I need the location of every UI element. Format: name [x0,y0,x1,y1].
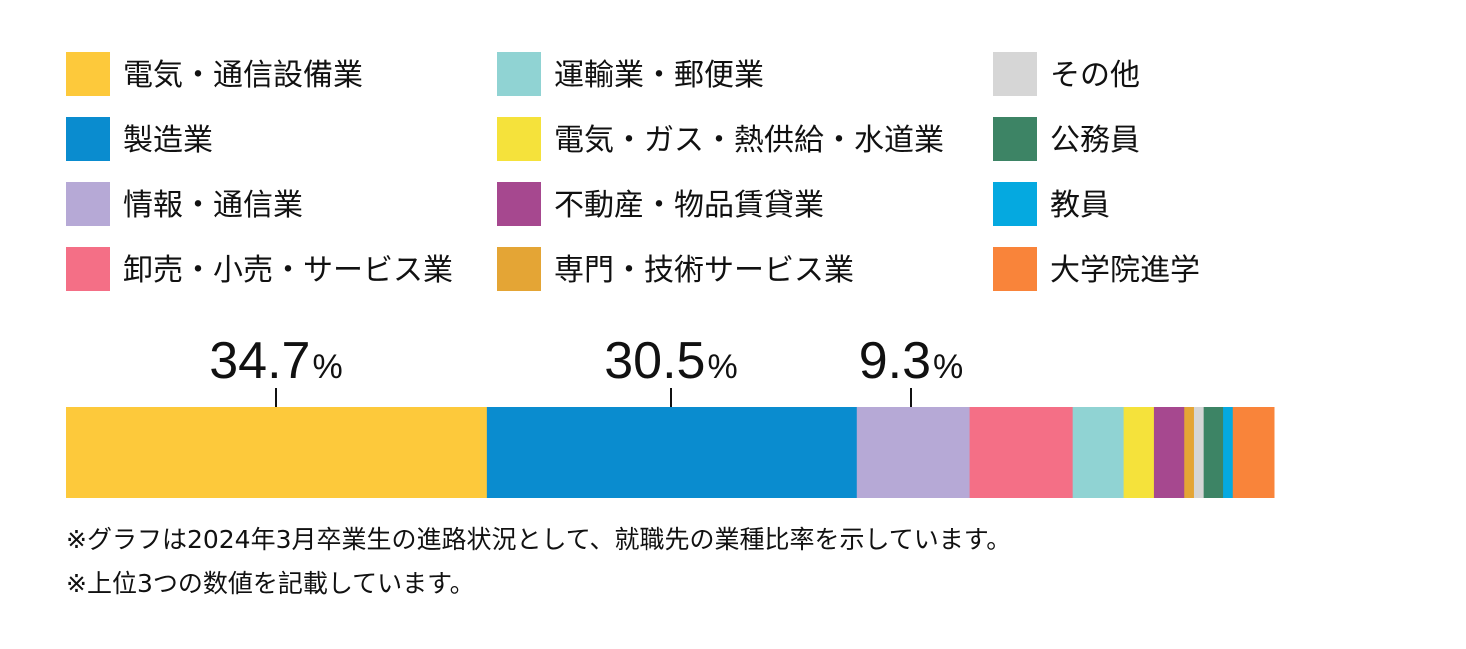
data-label: 30.5% [604,332,738,457]
legend-label: 専門・技術サービス業 [554,253,854,288]
bar-segment [1123,407,1155,498]
legend-swatch [993,52,1037,96]
bar-segment [1223,407,1234,498]
legend-swatch [66,182,110,226]
legend-label: 教員 [1050,188,1110,223]
bar-segment [1203,407,1224,498]
data-label-text: 9.3% [859,332,964,390]
footnote: ※上位3つの数値を記載しています。 [66,569,475,598]
bar-segment [1184,407,1195,498]
legend-label: 運輸業・郵便業 [554,58,764,93]
legend-label: 情報・通信業 [123,188,303,223]
bar-segment [969,407,1074,498]
bar-segment [1153,407,1185,498]
legend-item: 教員 [993,182,1110,226]
callouts: 34.7% 30.5% 9.3% [209,332,963,457]
legend-item: 専門・技術サービス業 [497,247,854,291]
legend-label: 不動産・物品賃貸業 [554,188,824,223]
legend-item: 大学院進学 [993,247,1200,291]
legend-swatch [497,247,541,291]
legend-item: 情報・通信業 [66,182,303,226]
legend-label: 卸売・小売・サービス業 [123,253,453,288]
legend-item: 不動産・物品賃貸業 [497,182,824,226]
legend-item: 公務員 [993,117,1140,161]
legend-swatch [993,117,1037,161]
legend-item: 運輸業・郵便業 [497,52,764,96]
legend-swatch [993,182,1037,226]
legend-item: 卸売・小売・サービス業 [66,247,453,291]
legend-item: 製造業 [66,117,213,161]
legend-swatch [66,117,110,161]
legend-label: 電気・通信設備業 [123,58,363,93]
data-label-value: 9.3 [859,332,931,390]
footnote: ※グラフは2024年3月卒業生の進路状況として、就職先の業種比率を示しています。 [66,525,1012,554]
legend-swatch [497,52,541,96]
data-label-value: 30.5 [604,332,705,390]
data-label-text: 34.7% [209,332,342,390]
legend-label: 電気・ガス・熱供給・水道業 [554,123,944,158]
data-label-text: 30.5% [604,332,737,390]
data-label: 34.7% [209,332,343,457]
bar-segment [66,407,488,498]
legend-label: その他 [1050,58,1140,93]
footnotes: ※グラフは2024年3月卒業生の進路状況として、就職先の業種比率を示しています。… [66,518,1011,606]
legend-item: 電気・通信設備業 [66,52,363,96]
legend-swatch [497,182,541,226]
data-label-value: 34.7 [209,332,310,390]
legend-swatch [66,52,110,96]
data-label-unit: % [707,348,737,386]
legend-label: 公務員 [1050,123,1140,158]
bar-segment [1072,407,1125,498]
data-label-unit: % [312,348,342,386]
bar-segment [856,407,971,498]
legend-swatch [993,247,1037,291]
legend-item: 電気・ガス・熱供給・水道業 [497,117,944,161]
legend-label: 大学院進学 [1050,253,1200,288]
legend-swatch [66,247,110,291]
bar-segment [1232,407,1275,498]
legend-swatch [497,117,541,161]
bar-segment [486,407,858,498]
legend-label: 製造業 [123,123,213,158]
data-label-unit: % [933,348,963,386]
legend-item: その他 [993,52,1140,96]
stacked-bar [66,407,1275,498]
bar-segment [1193,407,1205,498]
